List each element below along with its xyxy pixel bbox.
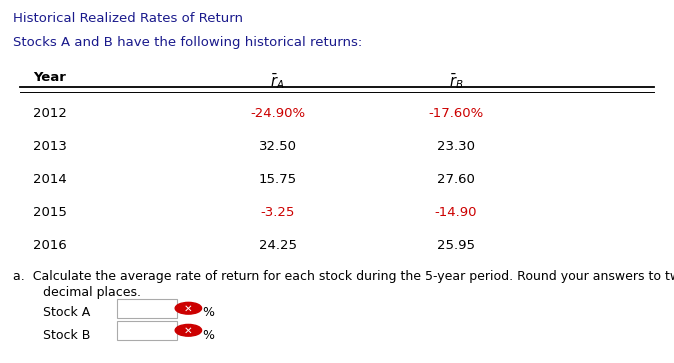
- Text: a.  Calculate the average rate of return for each stock during the 5-year period: a. Calculate the average rate of return …: [13, 270, 674, 283]
- Text: %: %: [202, 329, 214, 342]
- Text: 15.75: 15.75: [259, 173, 297, 186]
- Text: 2012: 2012: [33, 107, 67, 120]
- Text: 27.60: 27.60: [437, 173, 474, 186]
- Text: -24.90%: -24.90%: [250, 107, 305, 120]
- Text: Historical Realized Rates of Return: Historical Realized Rates of Return: [13, 12, 243, 25]
- Text: $\bar{r}_B$: $\bar{r}_B$: [449, 71, 463, 91]
- Text: 25.95: 25.95: [437, 239, 475, 252]
- Text: 23.30: 23.30: [437, 140, 475, 153]
- Circle shape: [175, 325, 202, 336]
- Text: -14.90: -14.90: [435, 206, 477, 219]
- Text: 2014: 2014: [33, 173, 67, 186]
- Text: 32.50: 32.50: [259, 140, 297, 153]
- Text: decimal places.: decimal places.: [43, 286, 141, 299]
- Text: Year: Year: [33, 71, 66, 84]
- Text: ✕: ✕: [184, 325, 193, 335]
- Text: Stock A: Stock A: [43, 306, 90, 319]
- Text: 2015: 2015: [33, 206, 67, 219]
- Text: 2016: 2016: [33, 239, 67, 252]
- Text: ✕: ✕: [184, 303, 193, 313]
- Text: Stocks A and B have the following historical returns:: Stocks A and B have the following histor…: [13, 36, 363, 49]
- Text: -3.25: -3.25: [260, 206, 295, 219]
- Text: $\bar{r}_A$: $\bar{r}_A$: [270, 71, 285, 91]
- Text: 2013: 2013: [33, 140, 67, 153]
- Text: -17.60%: -17.60%: [428, 107, 483, 120]
- Text: %: %: [202, 306, 214, 319]
- FancyBboxPatch shape: [117, 321, 177, 340]
- Text: Stock B: Stock B: [43, 329, 90, 342]
- FancyBboxPatch shape: [117, 299, 177, 318]
- Circle shape: [175, 302, 202, 314]
- Text: 24.25: 24.25: [259, 239, 297, 252]
